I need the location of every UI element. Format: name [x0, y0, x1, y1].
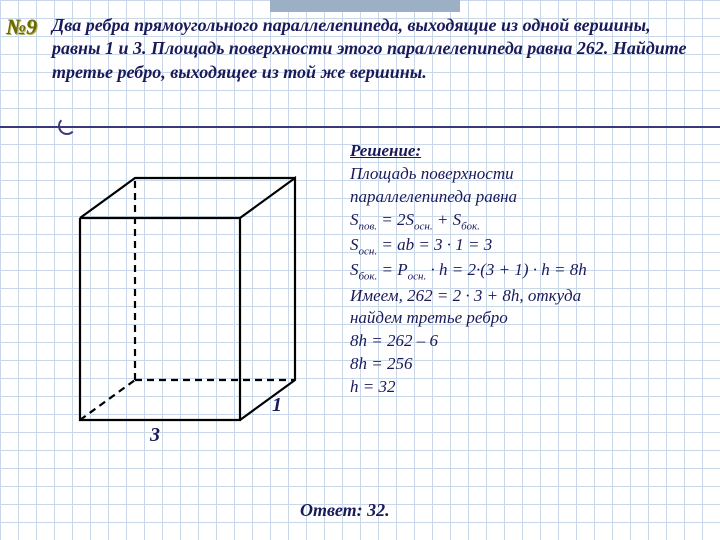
cube-figure: 3 1 — [70, 158, 320, 468]
solution-line: параллелепипеда равна — [350, 186, 710, 209]
solution-line: Площадь поверхности — [350, 163, 710, 186]
problem-number: №9 — [6, 14, 37, 40]
cube-hidden-edges — [80, 178, 295, 420]
solution-line: h = 32 — [350, 376, 710, 399]
dim-label-side: 1 — [272, 394, 282, 417]
solution-block: Решение: Площадь поверхности параллелепи… — [350, 140, 710, 399]
answer-line: Ответ: 32. — [300, 500, 390, 521]
solution-line: 8h = 256 — [350, 353, 710, 376]
solution-line: найдем третье ребро — [350, 307, 710, 330]
horizontal-divider — [0, 126, 720, 128]
dim-label-front: 3 — [150, 424, 160, 447]
solution-line: 8h = 262 – 6 — [350, 330, 710, 353]
divider-curl — [58, 117, 76, 135]
solution-heading: Решение: — [350, 141, 421, 160]
header-decor-bar — [270, 0, 460, 12]
solution-line: Sбок. = Pосн. · h = 2·(3 + 1) · h = 8h — [350, 259, 710, 284]
problem-statement: Два ребра прямоугольного параллелепипеда… — [52, 14, 692, 84]
solution-line: Sпов. = 2Sосн. + Sбок. — [350, 209, 710, 234]
solution-line: Sосн. = ab = 3 · 1 = 3 — [350, 234, 710, 259]
solution-line: Имеем, 262 = 2 · 3 + 8h, откуда — [350, 285, 710, 308]
cube-visible-edges — [80, 178, 295, 420]
